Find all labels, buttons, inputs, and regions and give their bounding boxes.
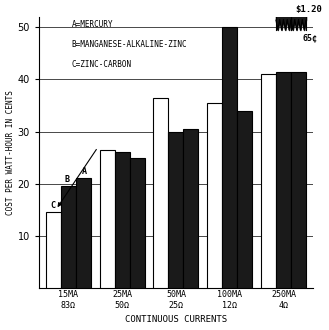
Bar [237, 111, 252, 288]
Bar [130, 157, 145, 288]
Text: A=MERCURY: A=MERCURY [72, 20, 113, 29]
Text: $1.20: $1.20 [295, 5, 322, 15]
Bar [61, 186, 76, 288]
Text: B=MANGANESE-ALKALINE-ZINC: B=MANGANESE-ALKALINE-ZINC [72, 40, 187, 49]
Text: C: C [51, 201, 56, 210]
Bar [99, 150, 114, 288]
Text: 65¢: 65¢ [302, 34, 317, 43]
Text: B: B [65, 175, 70, 184]
X-axis label: CONTINUOUS CURRENTS: CONTINUOUS CURRENTS [125, 315, 227, 324]
Y-axis label: COST PER WATT-HOUR IN CENTS: COST PER WATT-HOUR IN CENTS [6, 90, 14, 215]
Bar [276, 72, 291, 288]
Text: C=ZINC-CARBON: C=ZINC-CARBON [72, 60, 132, 69]
Bar [184, 129, 198, 288]
Bar [207, 103, 222, 288]
Bar [168, 132, 184, 288]
Bar [291, 72, 306, 288]
Bar [76, 179, 91, 288]
Bar [222, 27, 237, 288]
Bar [46, 212, 61, 288]
Bar [261, 74, 276, 288]
Bar [114, 152, 130, 288]
Bar [153, 98, 168, 288]
Text: A: A [81, 167, 87, 176]
